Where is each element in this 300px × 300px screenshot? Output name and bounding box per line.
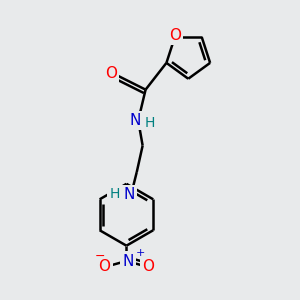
Text: +: +: [136, 248, 145, 258]
Text: O: O: [105, 66, 117, 81]
Text: N: N: [129, 113, 140, 128]
Text: O: O: [142, 259, 154, 274]
Text: H: H: [144, 116, 154, 130]
Text: −: −: [95, 250, 105, 263]
Text: N: N: [122, 254, 134, 268]
Text: N: N: [124, 187, 135, 202]
Text: H: H: [110, 187, 120, 201]
Text: O: O: [98, 259, 110, 274]
Text: O: O: [169, 28, 181, 43]
